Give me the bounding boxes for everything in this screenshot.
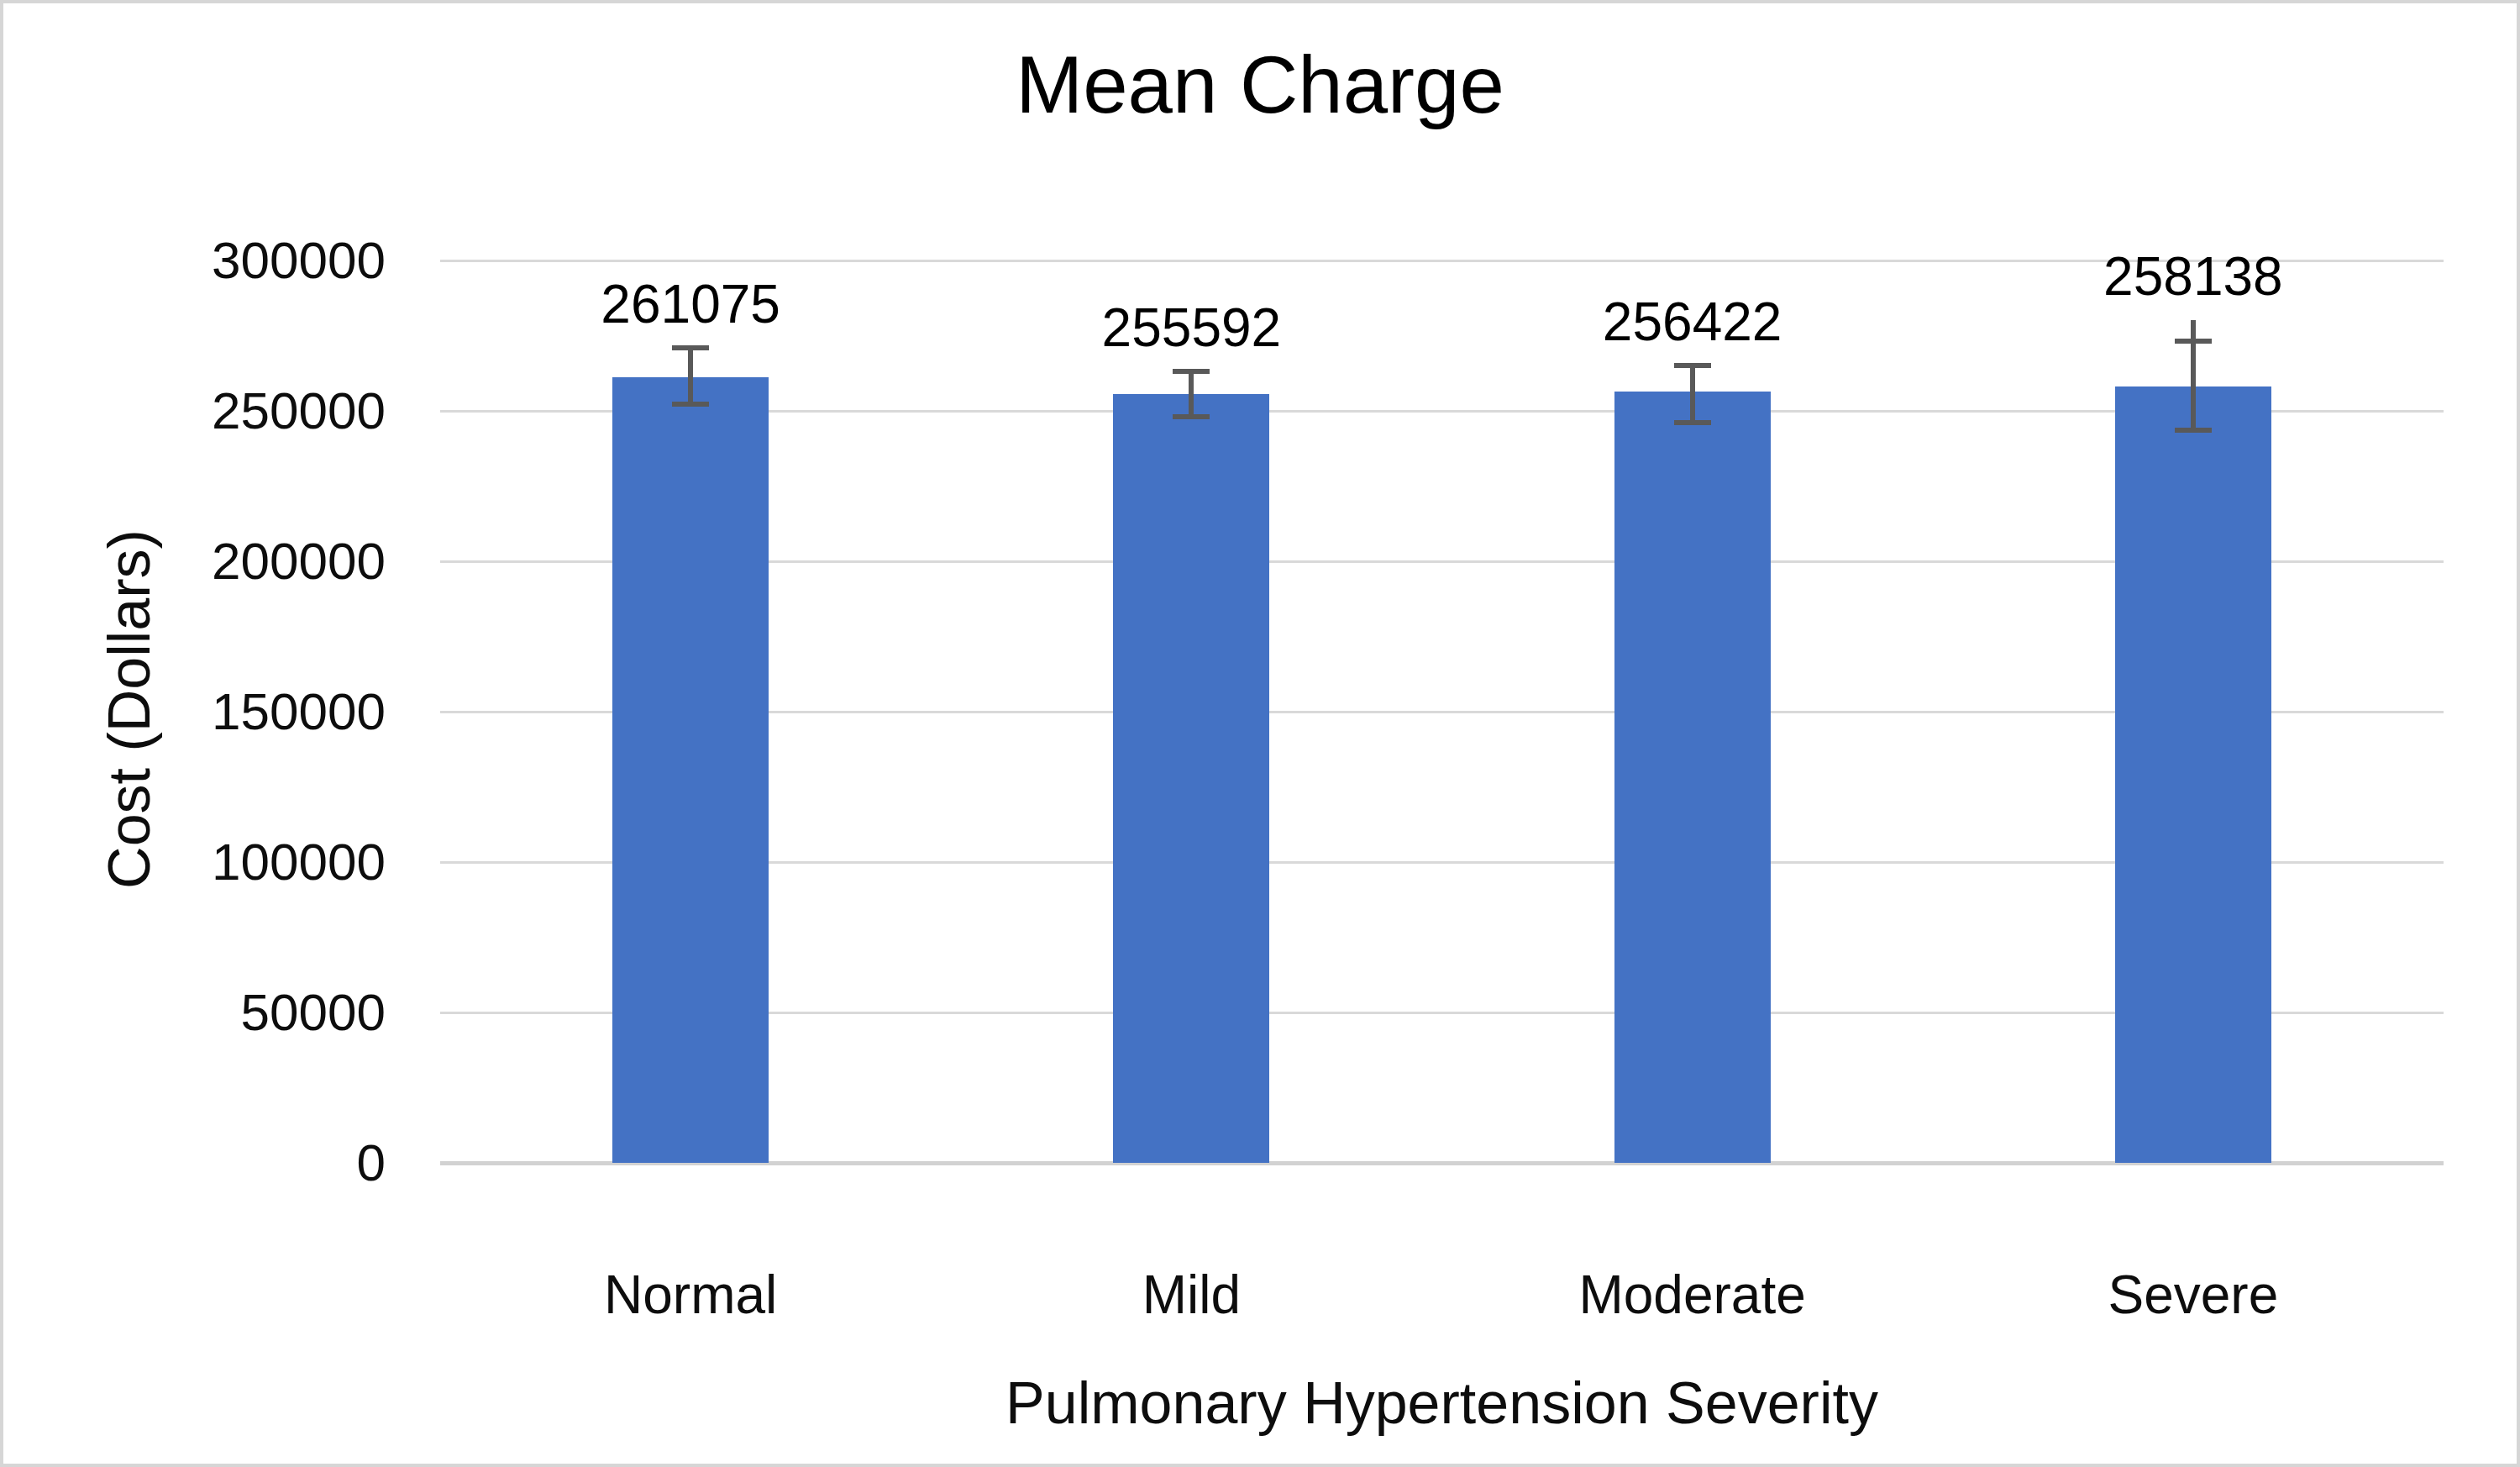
x-category-label: Severe xyxy=(1943,1264,2444,1326)
x-category-label: Mild xyxy=(941,1264,1441,1326)
bar-chart: Mean Charge Cost (Dollars) 3000002500002… xyxy=(0,0,2520,1467)
x-category-label: Normal xyxy=(440,1264,941,1326)
x-category-label: Moderate xyxy=(1442,1264,1943,1326)
category-labels-layer: NormalMildModerateSevere xyxy=(3,3,2517,1464)
x-axis-title: Pulmonary Hypertension Severity xyxy=(440,1370,2444,1437)
